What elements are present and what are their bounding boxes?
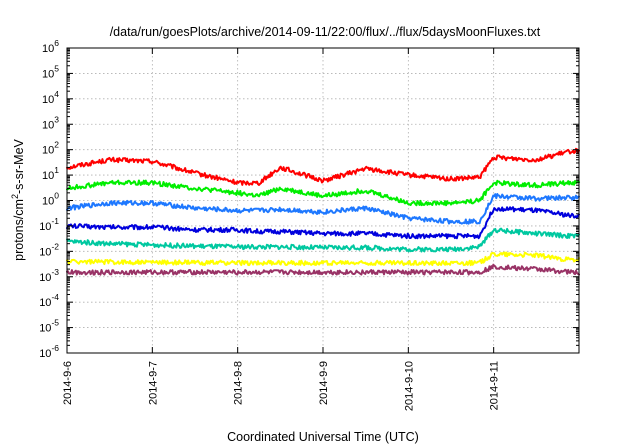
- y-tick-label-base: 10: [39, 272, 51, 284]
- series-line-5: [66, 227, 580, 253]
- y-tick-label-base: 10: [39, 323, 51, 335]
- y-tick-label-exponent: -5: [51, 318, 59, 328]
- x-tick-label: 2014-9-8: [233, 361, 245, 405]
- y-axis-label-sup: 2: [10, 194, 20, 199]
- y-axis-label-base: protons/cm: [12, 199, 26, 261]
- y-tick-label: 102: [42, 140, 59, 157]
- series-line-6: [66, 251, 580, 267]
- y-tick-label-exponent: 4: [54, 89, 59, 99]
- tick-layer: [66, 47, 579, 354]
- y-tick-label-exponent: -2: [51, 241, 59, 251]
- y-tick-label-exponent: 0: [54, 191, 59, 201]
- y-axis-label: protons/cm2-s-sr-MeV: [10, 138, 26, 260]
- y-tick-label-exponent: -6: [51, 343, 59, 353]
- series-line-1: [66, 147, 580, 186]
- y-tick-label-base: 10: [39, 348, 51, 360]
- y-tick-label-exponent: 2: [54, 140, 59, 150]
- y-tick-label-exponent: -4: [51, 292, 59, 302]
- y-tick-label-base: 10: [42, 119, 54, 131]
- y-tick-label-exponent: -3: [51, 267, 59, 277]
- y-tick-label-base: 10: [42, 196, 54, 208]
- series-layer: [66, 147, 580, 276]
- series-line-4: [66, 206, 580, 240]
- y-tick-label: 10-1: [39, 216, 59, 233]
- y-tick-label: 104: [42, 89, 59, 106]
- y-tick-label: 10-6: [39, 343, 59, 360]
- y-tick-labels: 10-610-510-410-310-210-11001011021031041…: [39, 38, 59, 360]
- y-tick-label-base: 10: [39, 246, 51, 258]
- y-tick-label: 103: [42, 114, 59, 131]
- x-axis-label: Coordinated Universal Time (UTC): [227, 430, 419, 444]
- x-tick-label: 2014-9-7: [147, 361, 159, 405]
- y-tick-label: 10-3: [39, 267, 59, 284]
- y-tick-label-exponent: 1: [54, 165, 59, 175]
- y-tick-label: 106: [42, 38, 59, 55]
- y-tick-label-exponent: 5: [54, 63, 59, 73]
- y-tick-label-base: 10: [42, 68, 54, 80]
- x-tick-label: 2014-9-10: [403, 361, 415, 411]
- x-tick-label: 2014-9-11: [489, 361, 501, 410]
- y-tick-label-base: 10: [39, 297, 51, 309]
- y-tick-label: 100: [42, 191, 59, 208]
- x-tick-label: 2014-9-9: [318, 361, 330, 405]
- y-tick-label: 10-4: [39, 292, 59, 309]
- y-tick-label-exponent: 6: [54, 38, 59, 48]
- y-tick-label: 101: [42, 165, 59, 182]
- y-tick-label-base: 10: [42, 170, 54, 182]
- series-line-7: [66, 263, 580, 276]
- x-tick-labels: 2014-9-6 2014-9-7 2014-9-8 2014-9-9 2014-9-1…: [62, 361, 501, 411]
- y-tick-label-base: 10: [39, 221, 51, 233]
- series-line-2: [66, 179, 580, 207]
- y-axis-label-tail: -s-sr-MeV: [12, 138, 26, 194]
- series-line-3: [66, 193, 580, 225]
- y-tick-label-exponent: 3: [54, 114, 59, 124]
- y-tick-label-base: 10: [42, 94, 54, 106]
- chart-title: /data/run/goesPlots/archive/2014-09-11/2…: [110, 25, 541, 39]
- y-tick-label: 10-5: [39, 318, 59, 335]
- y-tick-label: 105: [42, 63, 59, 80]
- y-tick-label: 10-2: [39, 241, 59, 258]
- x-tick-label: 2014-9-6: [62, 361, 74, 405]
- y-tick-label-base: 10: [42, 43, 54, 55]
- y-tick-label-base: 10: [42, 145, 54, 157]
- grid-layer: [67, 48, 579, 353]
- y-tick-label-exponent: -1: [51, 216, 59, 226]
